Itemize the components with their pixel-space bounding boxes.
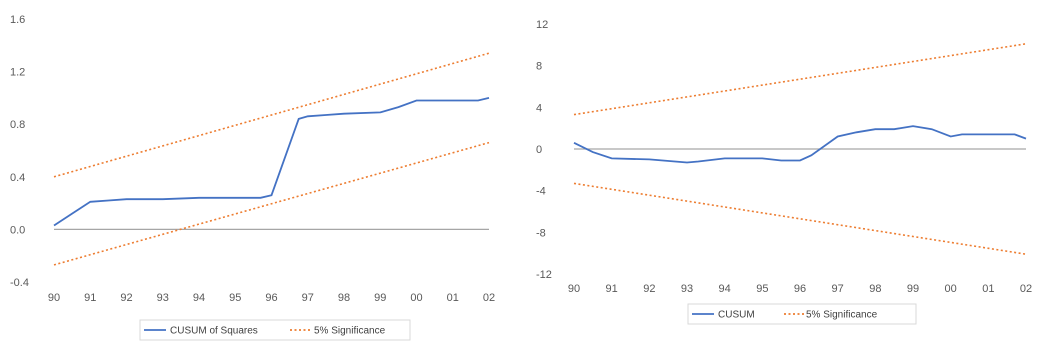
y-tick-label: 0.4 [10,172,25,184]
cusum-series-line [53,97,490,227]
legend: CUSUM 5% Significance [687,303,917,325]
cusum-squares-chart: 1.6 1.2 0.8 0.4 0.0 -0.4 90 91 92 93 94 95 96 97 98 99 0… [10,14,495,341]
y-tick-label: -8 [536,227,546,239]
x-tick-label: 98 [338,292,350,304]
x-tick-label: 90 [48,292,60,304]
y-tick-label: 0.8 [10,119,25,131]
x-tick-label: 92 [120,292,132,304]
x-tick-label: 02 [1020,283,1032,295]
y-tick-label: -0.4 [10,277,29,289]
y-tick-label: -4 [536,186,546,198]
lower-significance-line [53,141,490,266]
y-tick-label: 8 [536,61,542,73]
x-tick-label: 97 [832,283,844,295]
upper-significance-line [573,43,1027,116]
x-tick-label: 98 [869,283,881,295]
lower-significance-line [573,182,1027,255]
upper-significance-line [53,52,490,178]
x-tick-label: 90 [568,283,580,295]
x-tick-label: 94 [719,283,731,295]
x-tick-label: 93 [157,292,169,304]
x-tick-label: 91 [84,292,96,304]
legend: CUSUM of Squares 5% Significance [139,319,411,341]
y-tick-label: 1.6 [10,14,25,26]
x-tick-label: 96 [794,283,806,295]
y-tick-label: -12 [536,269,552,281]
x-tick-label: 01 [447,292,459,304]
legend-label: CUSUM [718,310,755,321]
x-tick-label: 96 [265,292,277,304]
x-tick-label: 00 [410,292,422,304]
cusum-series-line [573,125,1027,164]
x-tick-label: 92 [643,283,655,295]
x-tick-label: 94 [193,292,205,304]
legend-label: 5% Significance [314,326,386,337]
x-tick-label: 99 [374,292,386,304]
legend-box [139,319,411,341]
cusum-chart: 12 8 4 0 -4 -8 -12 90 91 92 93 94 95 96 97 98 99 00 01 02 CU… [536,19,1032,325]
x-tick-label: 99 [907,283,919,295]
x-tick-label: 02 [483,292,495,304]
y-tick-label: 1.2 [10,67,25,79]
y-tick-label: 12 [536,19,548,31]
x-tick-label: 91 [606,283,618,295]
x-tick-label: 01 [982,283,994,295]
x-tick-label: 00 [945,283,957,295]
x-tick-label: 95 [756,283,768,295]
y-tick-label: 0 [536,144,542,156]
y-tick-label: 4 [536,102,542,114]
y-tick-label: 0.0 [10,224,25,236]
legend-label: CUSUM of Squares [170,326,258,337]
legend-label: 5% Significance [806,310,878,321]
x-tick-label: 95 [229,292,241,304]
x-tick-label: 97 [302,292,314,304]
x-tick-label: 93 [681,283,693,295]
